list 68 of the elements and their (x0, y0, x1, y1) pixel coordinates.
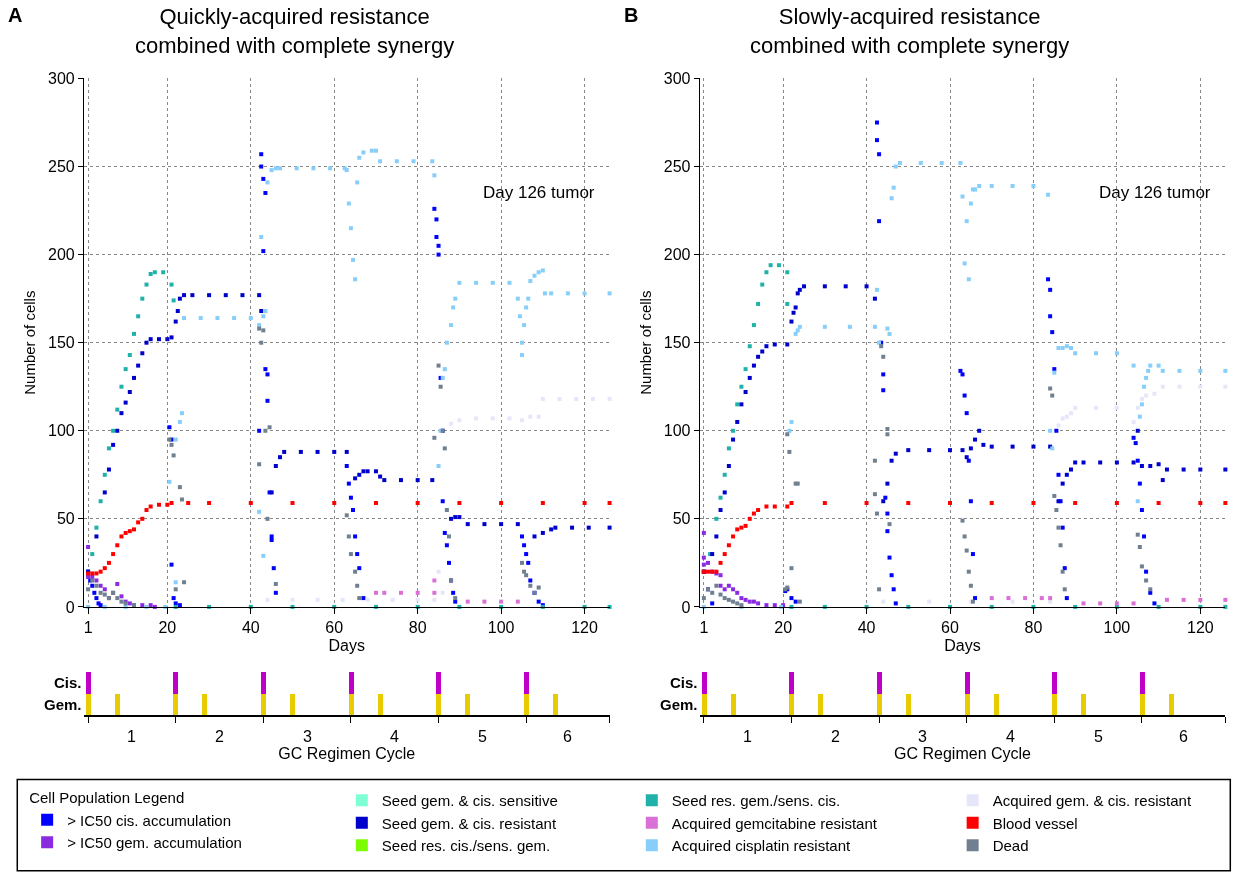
y-tick-label: 50 (56, 510, 75, 528)
text: 6 (1179, 728, 1188, 745)
x-tick-label: 40 (857, 619, 876, 637)
x-axis-title: GC Regimen Cycle (278, 744, 416, 762)
x-axis-title: Days (328, 636, 365, 654)
text: 5 (478, 728, 487, 745)
y-tick-label: 300 (48, 70, 75, 88)
legend-label: Seed gem. & cis. sensitive (381, 792, 558, 810)
x-tick-label: 80 (1024, 619, 1043, 637)
x-tick-label: 40 (241, 619, 260, 637)
chart-title: Quickly-acquired resistance combined with complete synergy (135, 4, 455, 58)
annotation: Day 126 tumor (1099, 183, 1211, 202)
text: B (624, 4, 639, 26)
x-tick-label: 20 (774, 619, 793, 637)
y-tick-label: 250 (48, 158, 75, 176)
x-tick-label: 120 (1186, 619, 1214, 637)
x-tick-label: 80 (408, 619, 427, 637)
text: 4 (390, 728, 399, 745)
series-label: Gem. (44, 696, 82, 713)
legend-label: Seed gem. & cis. resistant (381, 814, 557, 832)
text: 1 (743, 728, 752, 745)
x-tick-label: 1 (83, 619, 93, 637)
y-tick-label: 0 (65, 598, 75, 616)
text: 2 (831, 728, 840, 745)
text: 1 (127, 728, 136, 745)
legend-label: Blood vessel (992, 814, 1078, 832)
legend-label: > IC50 cis. accumulation (67, 811, 231, 829)
y-tick-label: 50 (672, 510, 691, 528)
series-label: Cis. (670, 674, 698, 691)
text: 2 (215, 728, 224, 745)
y-tick-label: 0 (681, 598, 691, 616)
y-tick-label: 250 (663, 158, 691, 176)
x-tick-label: 100 (1103, 619, 1131, 637)
y-tick-label: 200 (48, 246, 75, 264)
y-tick-label: 200 (663, 246, 691, 264)
legend-label: Acquired cisplatin resistant (671, 837, 852, 855)
y-tick-label: 100 (48, 422, 75, 440)
legend-label: > IC50 gem. accumulation (67, 834, 242, 852)
y-axis-title: Number of cells (21, 290, 39, 395)
x-tick-label: 100 (487, 619, 515, 637)
legend-label: Acquired gemcitabine resistant (671, 814, 878, 832)
y-tick-label: 300 (663, 70, 691, 88)
x-tick-label: 60 (325, 619, 344, 637)
x-tick-label: 1 (699, 619, 709, 637)
legend-label: Seed res. cis./sens. gem. (381, 837, 551, 855)
text: 5 (1094, 728, 1103, 745)
annotation: Day 126 tumor (483, 183, 595, 202)
x-tick-label: 20 (158, 619, 177, 637)
text: 6 (563, 728, 572, 745)
legend-label: Acquired gem. & cis. resistant (992, 792, 1192, 810)
series-label: Cis. (54, 674, 82, 691)
x-axis-title: GC Regimen Cycle (894, 744, 1032, 762)
series-label: Gem. (660, 696, 698, 713)
text: 3 (918, 728, 927, 745)
legend-label: Dead (992, 837, 1029, 855)
x-axis-title: Days (944, 636, 981, 654)
text: 3 (303, 728, 312, 745)
y-axis-title: Number of cells (637, 290, 655, 395)
legend-label: Seed res. gem./sens. cis. (671, 792, 841, 810)
x-tick-label: 60 (941, 619, 960, 637)
legend-title: Cell Population Legend (29, 789, 185, 807)
y-tick-label: 150 (48, 334, 75, 352)
text: 4 (1006, 728, 1015, 745)
text: A (8, 4, 23, 26)
y-tick-label: 100 (663, 422, 691, 440)
y-tick-label: 150 (663, 334, 691, 352)
chart-title: Slowly-acquired resistance combined with complete synergy (750, 4, 1070, 58)
x-tick-label: 120 (571, 619, 599, 637)
